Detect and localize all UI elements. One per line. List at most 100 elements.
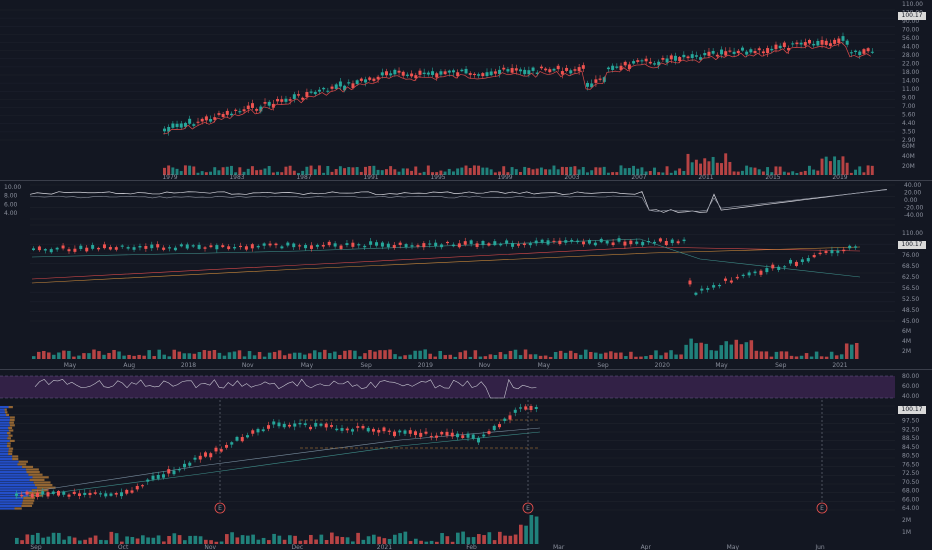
candle-body bbox=[503, 418, 507, 421]
candle-body bbox=[711, 51, 715, 54]
candle-body bbox=[313, 91, 317, 95]
volume-bar bbox=[523, 166, 527, 175]
volume-bar bbox=[448, 354, 453, 359]
candle-body bbox=[434, 242, 438, 247]
volume-bar bbox=[87, 353, 91, 359]
volume-bar bbox=[736, 171, 740, 175]
candle-body bbox=[141, 485, 144, 487]
candle-body bbox=[387, 430, 391, 432]
volume-bar bbox=[93, 535, 98, 544]
price-axis-label: 14.00 bbox=[902, 78, 919, 85]
candle-body bbox=[138, 246, 142, 248]
time-axis-label: May bbox=[301, 362, 314, 369]
volume-bar bbox=[739, 344, 744, 359]
volume-bar bbox=[524, 525, 528, 544]
panel-divider[interactable] bbox=[0, 180, 932, 181]
candle-body bbox=[305, 92, 309, 97]
candle-body bbox=[511, 243, 515, 247]
candle-body bbox=[188, 462, 192, 466]
candle-body bbox=[386, 243, 390, 248]
volume-bar bbox=[435, 541, 439, 544]
volume-bar bbox=[422, 171, 426, 175]
candle-body bbox=[487, 431, 491, 434]
volume-bar bbox=[824, 156, 828, 175]
candle-body bbox=[356, 426, 360, 428]
candle-body bbox=[424, 431, 428, 434]
current-price-label: 100.17 bbox=[898, 12, 926, 20]
candle-body bbox=[729, 280, 733, 283]
volume-bar bbox=[30, 534, 35, 544]
candle-body bbox=[209, 119, 213, 122]
volume-bar bbox=[193, 535, 198, 544]
volume-bar bbox=[770, 172, 774, 175]
volume-bar bbox=[162, 541, 166, 544]
profile-bar bbox=[0, 471, 27, 474]
candle-body bbox=[460, 69, 464, 72]
volume-bar bbox=[428, 353, 432, 359]
earnings-marker-label: E bbox=[218, 505, 222, 512]
volume-bar bbox=[615, 172, 619, 175]
volume-bar bbox=[527, 167, 531, 175]
candle-body bbox=[263, 102, 267, 104]
profile-bar-secondary bbox=[7, 445, 11, 448]
volume-bar bbox=[460, 167, 464, 175]
volume-bar bbox=[749, 340, 754, 359]
volume-bar bbox=[586, 172, 589, 175]
candle-body bbox=[594, 79, 598, 83]
volume-bar bbox=[197, 352, 202, 359]
volume-bar bbox=[171, 167, 175, 175]
volume-bar bbox=[791, 171, 795, 175]
volume-bar bbox=[372, 534, 376, 544]
candle-body bbox=[774, 44, 778, 50]
volume-bar bbox=[519, 171, 522, 175]
volume-bar bbox=[117, 351, 121, 359]
daily-chart-panel[interactable]: 10.00 8.00 6.00 4.00 40.00 20.00 0.00 -20.00 -40… bbox=[0, 181, 932, 369]
candle-body bbox=[114, 247, 118, 250]
volume-bar bbox=[313, 169, 317, 175]
candle-body bbox=[301, 97, 305, 100]
panel-divider[interactable] bbox=[0, 369, 932, 370]
volume-bar bbox=[221, 167, 225, 175]
volume-bar bbox=[284, 166, 288, 175]
volume-bar bbox=[464, 165, 468, 175]
volume-bar bbox=[179, 171, 183, 175]
candle-body bbox=[414, 431, 417, 436]
volume-bar bbox=[456, 168, 460, 175]
candle-body bbox=[435, 73, 439, 78]
volume-bar bbox=[560, 166, 564, 175]
time-axis-label: 2021 bbox=[377, 544, 392, 550]
price-axis-label: 64.00 bbox=[902, 505, 919, 512]
volume-bar bbox=[183, 165, 187, 175]
volume-bar bbox=[77, 355, 81, 359]
volume-bar bbox=[355, 167, 359, 175]
candle-body bbox=[37, 246, 41, 251]
volume-bar bbox=[242, 356, 247, 359]
long-term-chart-panel[interactable]: 110.00120.0090.0070.0056.0044.0028.0022.… bbox=[0, 0, 932, 180]
candle-body bbox=[759, 270, 763, 275]
profile-bar-secondary bbox=[8, 406, 13, 409]
volume-bar bbox=[67, 350, 71, 359]
candle-body bbox=[46, 492, 50, 497]
candle-body bbox=[477, 74, 481, 76]
candle-body bbox=[771, 264, 775, 269]
candle-body bbox=[321, 244, 325, 247]
profile-bar bbox=[0, 465, 23, 468]
profile-bar bbox=[0, 507, 15, 510]
volume-bar bbox=[147, 350, 151, 359]
volume-bar bbox=[513, 349, 518, 359]
volume-bar bbox=[62, 539, 66, 544]
volume-bar bbox=[383, 350, 387, 359]
volume-bar bbox=[246, 535, 250, 544]
volume-bar bbox=[598, 167, 602, 175]
profile-bar-secondary bbox=[9, 421, 14, 424]
candle-body bbox=[581, 65, 585, 69]
volume-bar bbox=[288, 165, 292, 175]
volume-bar bbox=[854, 169, 857, 175]
candle-body bbox=[173, 247, 177, 251]
earnings-marker-label: E bbox=[526, 505, 530, 512]
volume-bar bbox=[849, 344, 854, 359]
volume-bar bbox=[665, 166, 669, 175]
candle-body bbox=[682, 239, 686, 242]
